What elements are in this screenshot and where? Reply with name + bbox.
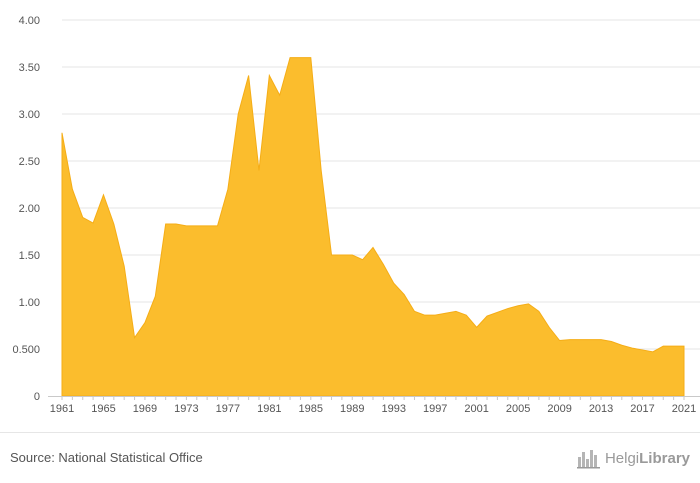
x-tick-label: 1993	[381, 403, 405, 415]
source-note: Source: National Statistical Office	[10, 450, 203, 465]
footer-divider	[0, 432, 700, 433]
y-tick-label: 1.00	[19, 297, 40, 309]
x-tick-label: 1977	[216, 403, 240, 415]
x-tick-label: 1997	[423, 403, 447, 415]
y-tick-label: 2.50	[19, 156, 40, 168]
logo-wordmark: HelgiLibrary	[604, 449, 690, 467]
city-skyline-icon	[576, 450, 600, 469]
helgi-library-logo[interactable]: HelgiLibrary	[576, 446, 690, 470]
x-tick-label: 2017	[630, 403, 654, 415]
y-tick-label: 2.00	[19, 203, 40, 215]
x-tick-label: 1965	[91, 403, 115, 415]
x-tick-label: 1981	[257, 403, 281, 415]
axes: 0 0.500 1.00 1.50 2.00 2.50 3.00 3.50 4.00 1961 19…	[12, 15, 700, 415]
y-tick-label: 3.00	[19, 109, 40, 121]
x-tick-label: 1989	[340, 403, 364, 415]
x-tick-label: 2005	[506, 403, 530, 415]
x-tick-label: 2021	[672, 403, 696, 415]
x-tick-label: 1985	[299, 403, 323, 415]
x-tick-label: 1969	[133, 403, 157, 415]
x-tick-label: 2001	[464, 403, 488, 415]
area-fill	[61, 57, 685, 397]
y-tick-label: 3.50	[19, 62, 40, 74]
y-tick-label: 0.500	[12, 344, 40, 356]
x-tick-label: 2013	[589, 403, 613, 415]
y-tick-label: 4.00	[19, 15, 40, 27]
area-series	[61, 57, 685, 397]
x-tick-label: 1973	[174, 403, 198, 415]
x-tick-label: 2009	[547, 403, 571, 415]
y-tick-label: 1.50	[19, 250, 40, 262]
area-chart: 0 0.500 1.00 1.50 2.00 2.50 3.00 3.50 4.00 1961 19…	[12, 15, 700, 415]
x-tick-label: 1961	[50, 403, 74, 415]
y-tick-label: 0	[34, 391, 40, 403]
